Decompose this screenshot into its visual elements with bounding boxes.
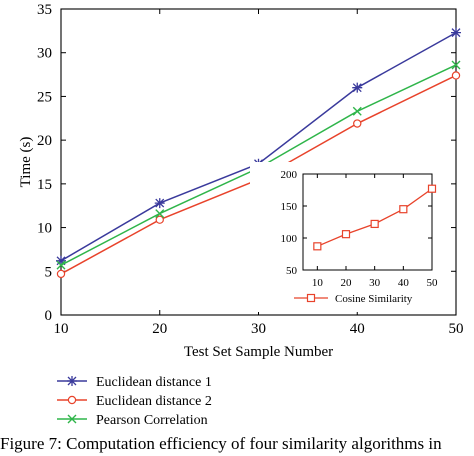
x-axis-label: Test Set Sample Number	[184, 344, 333, 360]
inset-data-point	[399, 205, 408, 214]
inset-series-cosine-similarity	[313, 184, 437, 251]
data-point	[56, 255, 66, 266]
data-point	[56, 260, 66, 270]
inset-x-tick-label: 40	[398, 277, 410, 289]
y-tick-label: 20	[37, 133, 52, 149]
data-point	[352, 106, 362, 116]
main-chart: 0 5 10 15 20 25 30 35 10 20 30 40 50 Test Set Sample …	[18, 2, 464, 360]
legend-marker	[67, 414, 77, 424]
y-tick-label: 5	[45, 264, 53, 280]
data-point	[451, 27, 461, 38]
legend-label: Euclidean distance 1	[96, 375, 212, 390]
legend-marker	[67, 395, 77, 405]
y-tick-label: 30	[37, 46, 52, 62]
inset-y-tick-label: 50	[286, 265, 298, 277]
data-point	[352, 82, 363, 93]
legend-label: Euclidean distance 2	[96, 394, 212, 409]
inset-y-tick-label: 150	[281, 201, 298, 213]
x-tick-label: 10	[54, 321, 69, 337]
y-tick-label: 15	[37, 177, 52, 193]
inset-x-tick-label: 50	[427, 277, 439, 289]
inset-legend-label: Cosine Similarity	[335, 293, 413, 305]
legend-item-euclidean-distance-2: Euclidean distance 2	[57, 394, 212, 409]
y-tick-label: 10	[37, 221, 52, 237]
x-tick-label: 30	[251, 321, 266, 337]
main-legend: Euclidean distance 1 Euclidean distance 2…	[57, 375, 212, 428]
y-tick-label: 35	[37, 2, 52, 18]
legend-item-pearson-correlation: Pearson Correlation	[57, 413, 208, 428]
inset-x-tick-label: 30	[369, 277, 381, 289]
legend-label: Pearson Correlation	[96, 413, 208, 428]
inset-x-tick-label: 20	[341, 277, 353, 289]
data-point	[353, 119, 362, 128]
legend-item-euclidean-distance-1: Euclidean distance 1	[57, 375, 212, 390]
y-axis-label: Time (s)	[18, 137, 34, 188]
data-point	[155, 215, 164, 224]
x-tick-label: 40	[350, 321, 365, 337]
y-tick-label: 0	[45, 308, 53, 324]
inset-data-point	[427, 184, 437, 193]
inset-legend-marker	[306, 293, 316, 303]
inset-data-point	[370, 219, 379, 229]
data-point	[154, 198, 165, 209]
x-tick-label: 50	[449, 321, 464, 337]
figure-caption: Figure 7: Computation efficiency of four…	[0, 434, 442, 453]
x-tick-label: 20	[152, 321, 167, 337]
data-point	[56, 269, 66, 279]
inset-frame	[302, 173, 433, 271]
legend-marker	[67, 376, 77, 386]
inset-data-point	[313, 242, 322, 251]
inset-y-tick-label: 100	[281, 233, 298, 245]
inset-data-point	[341, 230, 351, 239]
data-point	[451, 60, 461, 70]
inset-x-tick-label: 10	[312, 277, 324, 289]
inset-y-tick-label: 200	[281, 169, 298, 181]
inset-chart: 50 100 150 200 10 20 30 40 50 Cosine Similarity	[250, 162, 446, 312]
y-tick-label: 25	[37, 89, 52, 105]
data-point	[155, 209, 165, 219]
data-point	[451, 71, 461, 80]
